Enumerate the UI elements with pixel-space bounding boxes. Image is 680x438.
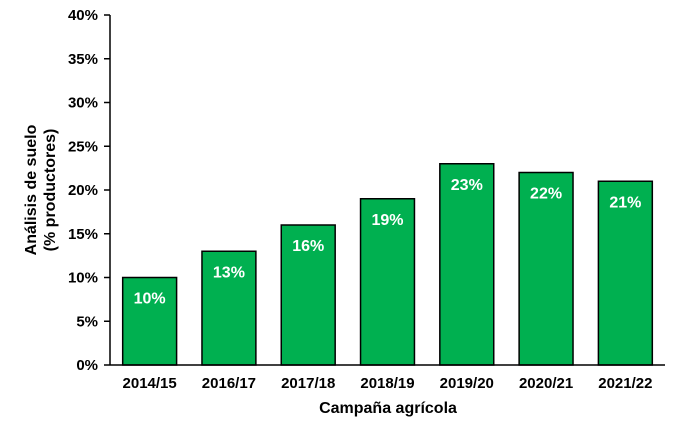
y-tick-label: 10% xyxy=(68,270,98,287)
data-label: 21% xyxy=(609,194,641,211)
data-label: 19% xyxy=(371,212,403,229)
data-label: 16% xyxy=(292,238,324,255)
x-tick-label: 2021/22 xyxy=(598,375,652,392)
y-tick-label: 15% xyxy=(68,226,98,243)
y-axis-title: Análisis de suelo (% productores) xyxy=(23,124,59,255)
x-tick-label: 2016/17 xyxy=(202,375,256,392)
x-axis-title: Campaña agrícola xyxy=(319,400,457,417)
bar-2014-15 xyxy=(121,276,178,366)
x-tick-label: 2019/20 xyxy=(440,375,494,392)
data-label: 13% xyxy=(213,264,245,281)
y-axis-title-line-1: Análisis de suelo xyxy=(23,124,40,255)
x-tick-label: 2020/21 xyxy=(519,375,573,392)
data-label: 22% xyxy=(530,186,562,203)
bar-2021-22 xyxy=(597,180,654,366)
x-axis-ticks: 2014/15 2016/17 2017/18 2018/19 2019/20 2020/… xyxy=(123,375,653,392)
x-tick-label: 2014/15 xyxy=(123,375,177,392)
y-axis-title-line-2: (% productores) xyxy=(42,129,59,252)
y-tick-label: 35% xyxy=(68,51,98,68)
y-tick-label: 40% xyxy=(68,7,98,24)
y-tick-label: 30% xyxy=(68,95,98,112)
y-axis-ticks: 0% 5% 10% 15% 20% 25% 30% 35% 40% xyxy=(68,7,110,374)
y-tick-label: 0% xyxy=(76,357,98,374)
y-tick-label: 20% xyxy=(68,182,98,199)
bar-2019-20 xyxy=(439,163,495,366)
bars: 10% 13% 16% 19% 23% 22% 21% xyxy=(121,163,654,366)
y-tick-label: 25% xyxy=(68,138,98,155)
y-tick-label: 5% xyxy=(76,313,98,330)
x-tick-label: 2017/18 xyxy=(281,375,335,392)
data-label: 23% xyxy=(451,177,483,194)
x-tick-label: 2018/19 xyxy=(360,375,414,392)
data-label: 10% xyxy=(134,291,166,308)
